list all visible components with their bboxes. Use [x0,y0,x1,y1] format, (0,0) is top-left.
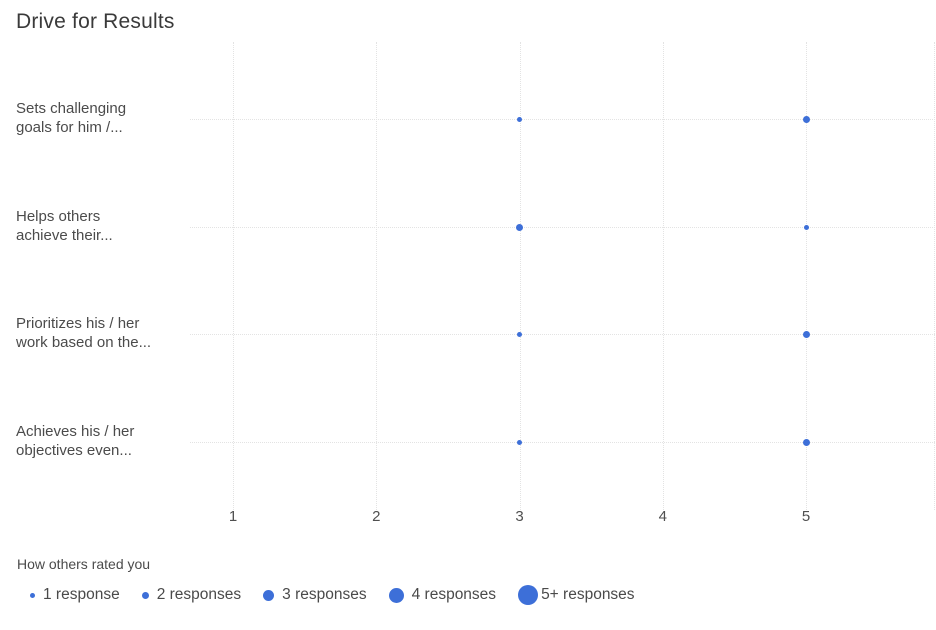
gridline-vertical [519,42,521,510]
data-point[interactable] [517,331,522,337]
chart-title: Drive for Results [16,10,175,33]
data-point[interactable] [802,438,810,446]
data-point[interactable] [802,115,810,123]
legend-item-2-responses[interactable]: 2 responses [141,586,242,604]
data-point[interactable] [517,439,522,445]
legend-item-3-responses[interactable]: 3 responses [263,586,367,604]
category-label: Helps others achieve their... [16,208,113,244]
legend-item-1-response[interactable]: 1 response [30,586,120,604]
gridline-horizontal [190,119,935,120]
legend-item-label: 3 responses [282,586,367,603]
category-label: Achieves his / her objectives even... [16,423,135,459]
legend-dot-icon [263,589,275,601]
x-tick-label: 3 [515,508,524,525]
data-point[interactable] [516,223,523,231]
gridline-horizontal [190,334,935,335]
category-label: Prioritizes his / her work based on the..… [16,315,152,351]
x-tick-label: 4 [658,508,667,525]
gridline-vertical [806,42,807,510]
gridline-vertical [376,42,378,510]
legend-dot-icon [518,585,539,605]
category-label: Sets challenging goals for him /... [16,100,127,136]
legend-item-label: 2 responses [156,586,242,603]
legend-item-5plus-responses[interactable]: 5+ responses [518,585,635,605]
gridline-vertical [662,42,664,510]
gridline-horizontal [190,227,935,228]
plot-area [190,42,935,510]
x-tick-label: 2 [372,508,381,525]
x-tick-label: 1 [228,508,238,525]
gridline-vertical [934,42,935,510]
legend-title: How others rated you [17,556,151,572]
data-point[interactable] [802,330,810,338]
gridline-vertical [233,42,234,510]
legend-dot-icon [141,591,149,599]
data-point[interactable] [517,116,522,122]
data-point[interactable] [803,224,809,230]
legend-item-label: 5+ responses [541,586,635,603]
legend-item-label: 4 responses [411,586,497,603]
legend-dot-icon [30,592,35,598]
legend-item-4-responses[interactable]: 4 responses [388,586,497,604]
legend-item-label: 1 response [43,586,120,603]
legend-dot-icon [388,587,404,603]
x-tick-label: 5 [801,508,811,525]
legend: 1 response 2 responses 3 responses 4 res… [30,582,635,608]
gridline-horizontal [190,442,935,443]
